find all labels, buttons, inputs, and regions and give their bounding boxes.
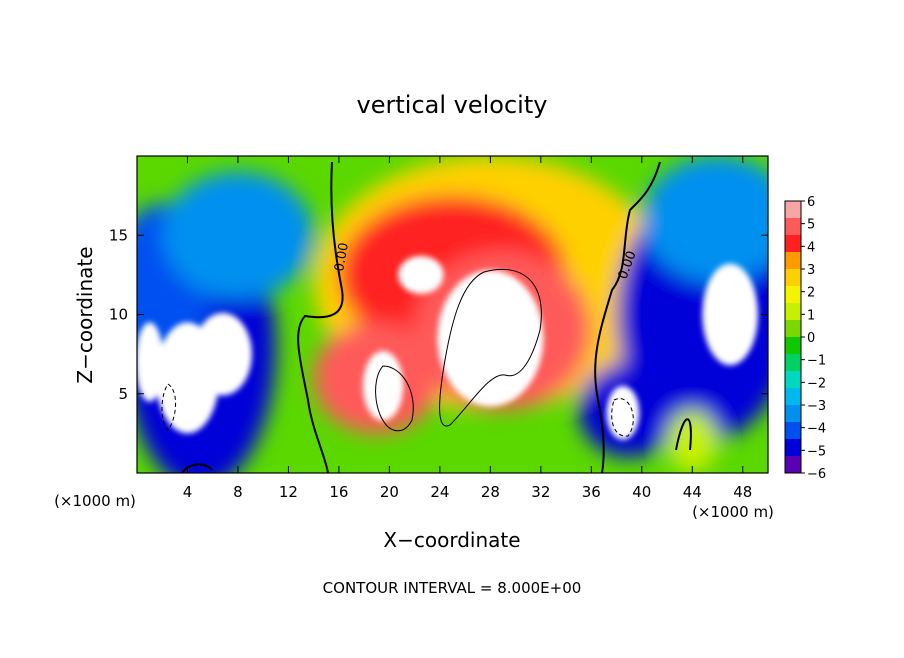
x-tick-label: 8 <box>233 483 243 501</box>
colorbar-swatch <box>785 354 801 372</box>
colorbar-swatch <box>785 456 801 474</box>
field-blob-8 <box>162 171 314 299</box>
colorbar-label: −1 <box>807 354 826 369</box>
colorbar-swatch <box>785 320 801 338</box>
zero-contour-left <box>297 161 344 473</box>
field-saturated <box>137 255 758 440</box>
colorbar-label: 6 <box>807 195 815 210</box>
x-tick-label: 44 <box>683 483 702 501</box>
x-tick-label: 24 <box>430 483 449 501</box>
x-unit-right: (×1000 m) <box>692 503 774 521</box>
zero-contour-bottom-right <box>675 418 692 451</box>
colorbar-swatch <box>785 201 801 219</box>
x-tick-label: 4 <box>183 483 193 501</box>
x-tick-label: 48 <box>733 483 752 501</box>
contour-interval-note: CONTOUR INTERVAL = 8.000E+00 <box>323 579 582 597</box>
x-tick-label: 40 <box>632 483 651 501</box>
colorbar-swatch <box>785 439 801 457</box>
saturated-region-4 <box>193 312 252 396</box>
contour-negative-left <box>161 383 176 431</box>
zero-contour-bottom-left <box>181 463 213 473</box>
colorbar-label: −2 <box>807 376 826 391</box>
colorbar-swatch <box>785 337 801 355</box>
colorbar-swatch <box>785 218 801 236</box>
x-tick-label: 20 <box>380 483 399 501</box>
contour-positive-main <box>439 268 542 427</box>
colorbar-label: −4 <box>807 422 826 437</box>
colorbar-swatch <box>785 235 801 253</box>
x-tick-label: 12 <box>279 483 298 501</box>
colorbar-label: −6 <box>807 467 826 482</box>
colorbar-label: 1 <box>807 308 815 323</box>
contour-lines <box>161 161 692 473</box>
saturated-region-5 <box>137 322 164 402</box>
field-blob-9 <box>641 156 768 283</box>
colorbar-label: −3 <box>807 399 826 414</box>
colorbar-label: 0 <box>807 331 815 346</box>
x-axis: 4 8 12 16 20 24 28 32 36 40 44 48 <box>183 156 752 501</box>
x-tick-label: 36 <box>582 483 601 501</box>
y-tick-label: 15 <box>109 226 128 244</box>
x-tick-label: 16 <box>329 483 348 501</box>
colorbar-swatch <box>785 269 801 287</box>
colorbar-swatch <box>785 286 801 304</box>
saturated-region-1 <box>362 350 404 421</box>
zero-contour-label-left: 0.00 <box>332 242 352 273</box>
field-blob-10 <box>667 409 718 473</box>
colorbar-swatch <box>785 371 801 389</box>
contour-positive-small <box>375 365 414 432</box>
chart-title: vertical velocity <box>357 91 548 119</box>
velocity-field <box>137 156 768 473</box>
saturated-region-2 <box>398 255 444 294</box>
x-unit-left: (×1000 m) <box>54 492 136 510</box>
colorbar-swatch <box>785 405 801 423</box>
contour-negative-right <box>611 398 634 437</box>
field-blobs <box>137 156 768 473</box>
colorbar-label: 3 <box>807 263 815 278</box>
saturated-region-6 <box>702 263 758 366</box>
colorbar-swatch <box>785 388 801 406</box>
colorbar-swatch <box>785 252 801 270</box>
colorbar-label: 2 <box>807 286 815 301</box>
saturated-region-0 <box>437 270 544 407</box>
x-axis-label: X−coordinate <box>383 528 520 552</box>
colorbar: 6 5 4 3 2 1 0 −1 −2 −3 −4 −5 −6 <box>784 195 826 482</box>
x-tick-label: 32 <box>531 483 550 501</box>
colorbar-label: 4 <box>807 240 815 255</box>
x-tick-label: 28 <box>481 483 500 501</box>
colorbar-label: 5 <box>807 218 815 233</box>
colorbar-swatch <box>785 422 801 440</box>
colorbar-label: −5 <box>807 444 826 459</box>
y-axis-label: Z−coordinate <box>73 246 97 383</box>
y-axis: 5 10 15 <box>109 226 768 403</box>
saturated-region-7 <box>606 385 640 440</box>
zero-contour-right <box>594 161 661 473</box>
y-tick-label: 5 <box>118 385 128 403</box>
y-tick-label: 10 <box>109 306 128 324</box>
colorbar-swatch <box>785 303 801 321</box>
